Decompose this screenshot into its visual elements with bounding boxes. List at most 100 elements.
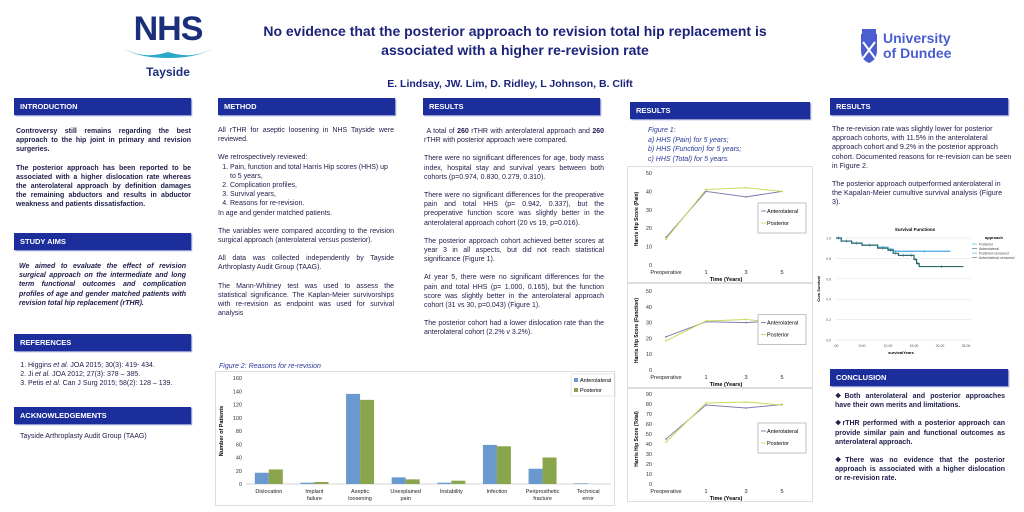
x-axis-label: Time (Years) — [710, 496, 743, 502]
y-tick-label: 1.0 — [826, 237, 831, 241]
x-tick-label: 3 — [744, 375, 747, 381]
bar-posterior — [268, 469, 283, 484]
authors: E. Lindsay, JW. Lim, D. Ridley, L Johnso… — [387, 78, 633, 90]
legend-swatch — [574, 378, 578, 382]
point-posterior — [745, 186, 747, 189]
point-posterior — [705, 320, 707, 322]
x-tick-label: 20.00 — [936, 344, 945, 348]
x-tick-label: 1 — [704, 270, 707, 276]
bar-anterolateral — [437, 482, 452, 484]
method-text: All rTHR for aseptic loosening in NHS Ta… — [218, 126, 394, 327]
survival-line-anterolateral — [836, 237, 964, 268]
x-tick-label: 5 — [780, 375, 783, 381]
bar-anterolateral — [528, 468, 543, 484]
y-tick-label: 0.2 — [826, 318, 831, 322]
nhs-wave-icon — [123, 48, 213, 58]
method-paragraph: The variables were compared according to… — [218, 227, 394, 245]
bar-anterolateral — [574, 483, 589, 484]
bar-anterolateral — [346, 393, 361, 484]
hhs-function-chart: 0 10 20 30 40 50 Harris Hip Score (Function) Pr… — [627, 283, 813, 388]
legend-label: Posterior-censored — [979, 252, 1009, 256]
university-of-dundee-logo: University of Dundee — [860, 28, 951, 64]
point-anterolateral — [745, 407, 747, 409]
point-anterolateral — [745, 196, 747, 198]
survival-line-posterior — [836, 237, 951, 252]
y-tick-label: 100 — [233, 416, 242, 422]
survival-chart: Survival Functions 0.0 0.2 0.4 0.6 0.8 1.0 .00 5… — [815, 224, 1024, 364]
results-paragraph: The re-revision rate was slightly lower … — [832, 124, 1012, 170]
point-anterolateral — [705, 404, 707, 406]
references-list: Higgins et al. JOA 2015; 30(3): 419- 434… — [16, 361, 196, 389]
y-tick-label: 160 — [233, 376, 242, 382]
x-tick-label: Preoperative — [650, 489, 681, 495]
y-tick-label: 0.4 — [826, 298, 831, 302]
bar-anterolateral — [300, 482, 315, 484]
y-tick-label: 50 — [646, 432, 652, 438]
figure-1-c: c) HHS (Total) for 5 years. — [648, 155, 730, 163]
point-posterior — [705, 188, 707, 191]
y-tick-label: 20 — [646, 336, 652, 342]
y-tick-label: 30 — [646, 321, 652, 327]
y-tick-label: 10 — [646, 472, 652, 478]
bar-anterolateral — [391, 477, 406, 484]
y-tick-label: 120 — [233, 403, 242, 409]
point-posterior — [745, 318, 747, 321]
legend-label: Posterior — [767, 221, 789, 227]
bar-anterolateral — [254, 472, 269, 484]
x-tick-label: 1 — [704, 489, 707, 495]
legend-label: Anterolateral — [979, 247, 999, 251]
y-axis-label: Harris Hip Score (Pain) — [634, 191, 640, 246]
results-paragraph: There were no significant differences fo… — [424, 155, 604, 181]
y-tick-label: 70 — [646, 412, 652, 418]
bar-posterior — [360, 399, 375, 484]
x-tick-label: Unexplained pain — [390, 489, 421, 502]
x-tick-label: Preoperative — [650, 270, 681, 276]
x-tick-label: 5 — [780, 489, 783, 495]
survival-svg: Survival Functions 0.0 0.2 0.4 0.6 0.8 1.0 .00 5… — [816, 227, 1014, 355]
legend-swatch — [574, 388, 578, 392]
point-anterolateral — [705, 190, 707, 193]
point-posterior — [665, 441, 667, 443]
legend-label: Posterior — [979, 243, 994, 247]
hhs-pain-svg: 0 10 20 30 40 50 Harris Hip Score (Pain) Preope… — [634, 171, 807, 283]
bar-posterior — [542, 457, 557, 484]
x-tick-label: 5 — [780, 270, 783, 276]
y-tick-label: 10 — [646, 352, 652, 358]
results-paragraph: A total of 260 rTHR with anterolateral a… — [424, 128, 605, 145]
y-tick-label: 90 — [646, 392, 652, 398]
hhs-total-svg: 0 10 20 30 40 50 60 70 80 90 Harris Hip Score (Tot… — [634, 392, 807, 502]
figure-2-chart: 0 20 40 60 80 100 120 140 160 Number of Patients D… — [215, 371, 616, 506]
uni-name-1: University — [883, 30, 951, 46]
y-tick-label: 0.8 — [826, 257, 831, 261]
x-tick-label: Implant failure — [305, 489, 324, 502]
figure-2-title: Figure 2: Reasons for re-revision — [219, 363, 321, 370]
bar-posterior — [496, 446, 511, 484]
x-axis-label: survivalYears — [888, 350, 915, 355]
figure-1-b: b) HHS (Function) for 5 years; — [648, 146, 742, 153]
y-axis-label: Harris Hip Score (Function) — [634, 298, 640, 363]
method-heading: METHOD — [218, 98, 395, 115]
x-tick-label: Infection — [487, 489, 508, 495]
legend-label: Anterolateral — [767, 209, 798, 215]
dundee-shield-icon — [861, 29, 877, 63]
y-tick-label: 20 — [236, 469, 242, 475]
y-tick-label: 40 — [646, 442, 652, 448]
bar-posterior — [314, 482, 329, 484]
y-tick-label: 40 — [646, 305, 652, 311]
y-tick-label: 0 — [649, 482, 652, 488]
x-tick-label: 5.00 — [859, 344, 866, 348]
poster-title: No evidence that the posterior approach … — [263, 23, 767, 58]
bar-anterolateral — [482, 444, 497, 484]
bar-posterior — [405, 479, 420, 484]
legend-box — [570, 373, 616, 397]
y-tick-label: 0.6 — [826, 277, 831, 281]
conclusion-item: ❖Both anterolateral and posterior approa… — [835, 393, 1005, 410]
x-axis-label: Time (Years) — [710, 277, 743, 283]
y-tick-label: 40 — [646, 189, 652, 195]
results-paragraph: The posterior approach outperformed ante… — [832, 179, 1003, 207]
figure-1-caption: Figure 1: a) HHS (Pain) for 5 years; b) … — [648, 126, 741, 164]
legend-label: Anterolateral — [767, 321, 798, 327]
reference-item: Ji et al. JOA 2012; 27(3): 378 – 385. — [28, 370, 196, 379]
x-tick-label: 3 — [744, 489, 747, 495]
results-paragraph: The posterior approach cohort achieved b… — [424, 237, 604, 264]
